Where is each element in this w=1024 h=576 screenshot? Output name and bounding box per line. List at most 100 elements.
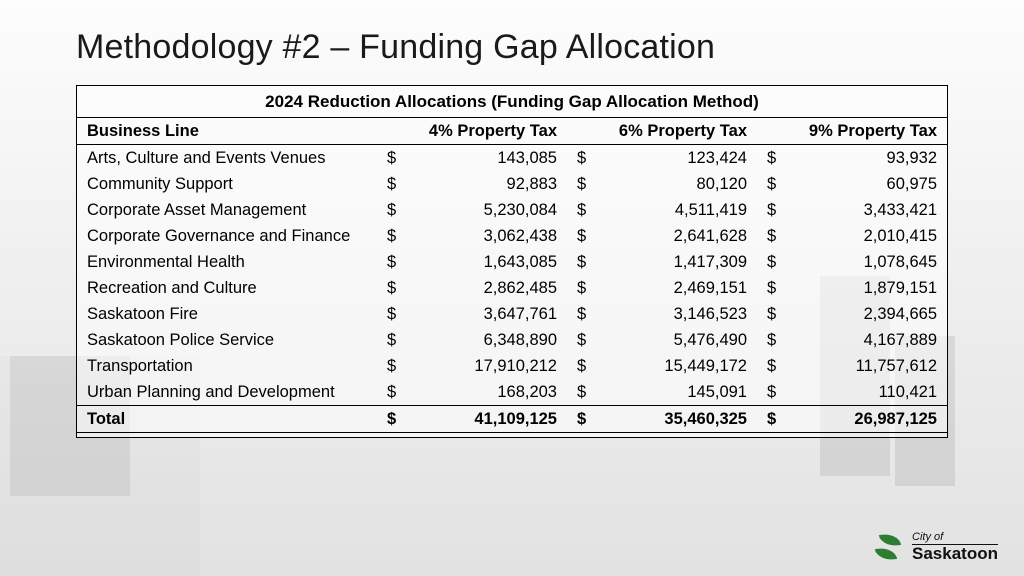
table-caption-row: 2024 Reduction Allocations (Funding Gap … bbox=[77, 86, 947, 118]
row-9pct: 4,167,889 bbox=[779, 327, 947, 353]
brand-logo: City of Saskatoon bbox=[874, 532, 998, 562]
currency-symbol: $ bbox=[757, 327, 779, 353]
row-name: Corporate Asset Management bbox=[77, 197, 377, 223]
row-4pct: 3,647,761 bbox=[399, 301, 567, 327]
currency-symbol: $ bbox=[377, 171, 399, 197]
row-9pct: 11,757,612 bbox=[779, 353, 947, 379]
row-name: Recreation and Culture bbox=[77, 275, 377, 301]
table-row: Transportation$17,910,212$15,449,172$11,… bbox=[77, 353, 947, 379]
row-6pct: 5,476,490 bbox=[589, 327, 757, 353]
currency-symbol: $ bbox=[757, 275, 779, 301]
currency-symbol: $ bbox=[567, 249, 589, 275]
currency-symbol: $ bbox=[567, 327, 589, 353]
currency-symbol: $ bbox=[377, 301, 399, 327]
row-4pct: 143,085 bbox=[399, 145, 567, 172]
row-9pct: 110,421 bbox=[779, 379, 947, 406]
currency-symbol: $ bbox=[377, 145, 399, 172]
col-header-6pct: 6% Property Tax bbox=[589, 118, 757, 145]
row-4pct: 2,862,485 bbox=[399, 275, 567, 301]
currency-symbol: $ bbox=[377, 249, 399, 275]
table-row: Environmental Health$1,643,085$1,417,309… bbox=[77, 249, 947, 275]
col-header-business-line: Business Line bbox=[77, 118, 377, 145]
currency-symbol: $ bbox=[377, 327, 399, 353]
brand-text: City of Saskatoon bbox=[912, 532, 998, 562]
table-bottom-rule bbox=[77, 433, 947, 437]
brand-bottom: Saskatoon bbox=[912, 545, 998, 562]
currency-symbol: $ bbox=[567, 197, 589, 223]
row-name: Environmental Health bbox=[77, 249, 377, 275]
row-6pct: 2,641,628 bbox=[589, 223, 757, 249]
row-4pct: 6,348,890 bbox=[399, 327, 567, 353]
row-name: Urban Planning and Development bbox=[77, 379, 377, 406]
row-4pct: 3,062,438 bbox=[399, 223, 567, 249]
row-9pct: 3,433,421 bbox=[779, 197, 947, 223]
row-4pct: 5,230,084 bbox=[399, 197, 567, 223]
row-9pct: 1,078,645 bbox=[779, 249, 947, 275]
row-name: Saskatoon Fire bbox=[77, 301, 377, 327]
table-row: Arts, Culture and Events Venues$143,085$… bbox=[77, 145, 947, 172]
slide: Methodology #2 – Funding Gap Allocation … bbox=[0, 0, 1024, 576]
table-total-row: Total $ 41,109,125 $ 35,460,325 $ 26,987… bbox=[77, 406, 947, 433]
row-6pct: 4,511,419 bbox=[589, 197, 757, 223]
total-6pct: 35,460,325 bbox=[589, 406, 757, 433]
currency-symbol: $ bbox=[757, 249, 779, 275]
row-6pct: 2,469,151 bbox=[589, 275, 757, 301]
currency-symbol: $ bbox=[377, 275, 399, 301]
currency-symbol: $ bbox=[757, 145, 779, 172]
col-header-4pct: 4% Property Tax bbox=[399, 118, 567, 145]
total-9pct: 26,987,125 bbox=[779, 406, 947, 433]
total-4pct: 41,109,125 bbox=[399, 406, 567, 433]
allocation-table-wrap: 2024 Reduction Allocations (Funding Gap … bbox=[76, 85, 948, 438]
leaf-icon bbox=[874, 533, 904, 561]
currency-symbol: $ bbox=[567, 301, 589, 327]
currency-symbol: $ bbox=[567, 145, 589, 172]
row-6pct: 3,146,523 bbox=[589, 301, 757, 327]
currency-symbol: $ bbox=[567, 223, 589, 249]
row-4pct: 1,643,085 bbox=[399, 249, 567, 275]
table-row: Recreation and Culture$2,862,485$2,469,1… bbox=[77, 275, 947, 301]
row-9pct: 2,010,415 bbox=[779, 223, 947, 249]
row-9pct: 93,932 bbox=[779, 145, 947, 172]
currency-symbol: $ bbox=[757, 301, 779, 327]
currency-symbol: $ bbox=[377, 223, 399, 249]
row-4pct: 168,203 bbox=[399, 379, 567, 406]
table-row: Corporate Asset Management$5,230,084$4,5… bbox=[77, 197, 947, 223]
currency-symbol: $ bbox=[757, 197, 779, 223]
row-name: Transportation bbox=[77, 353, 377, 379]
currency-symbol: $ bbox=[757, 353, 779, 379]
currency-symbol: $ bbox=[377, 406, 399, 433]
col-header-9pct: 9% Property Tax bbox=[779, 118, 947, 145]
table-row: Corporate Governance and Finance$3,062,4… bbox=[77, 223, 947, 249]
currency-symbol: $ bbox=[757, 379, 779, 406]
row-4pct: 17,910,212 bbox=[399, 353, 567, 379]
row-9pct: 1,879,151 bbox=[779, 275, 947, 301]
table-row: Saskatoon Fire$3,647,761$3,146,523$2,394… bbox=[77, 301, 947, 327]
row-9pct: 2,394,665 bbox=[779, 301, 947, 327]
row-6pct: 123,424 bbox=[589, 145, 757, 172]
row-6pct: 145,091 bbox=[589, 379, 757, 406]
row-4pct: 92,883 bbox=[399, 171, 567, 197]
table-row: Community Support$92,883$80,120$60,975 bbox=[77, 171, 947, 197]
currency-symbol: $ bbox=[567, 379, 589, 406]
row-6pct: 80,120 bbox=[589, 171, 757, 197]
currency-symbol: $ bbox=[377, 379, 399, 406]
row-name: Corporate Governance and Finance bbox=[77, 223, 377, 249]
allocation-table: 2024 Reduction Allocations (Funding Gap … bbox=[77, 86, 947, 437]
currency-symbol: $ bbox=[377, 197, 399, 223]
currency-symbol: $ bbox=[757, 171, 779, 197]
row-name: Arts, Culture and Events Venues bbox=[77, 145, 377, 172]
currency-symbol: $ bbox=[377, 353, 399, 379]
currency-symbol: $ bbox=[757, 406, 779, 433]
row-name: Saskatoon Police Service bbox=[77, 327, 377, 353]
row-6pct: 15,449,172 bbox=[589, 353, 757, 379]
row-6pct: 1,417,309 bbox=[589, 249, 757, 275]
currency-symbol: $ bbox=[757, 223, 779, 249]
currency-symbol: $ bbox=[567, 406, 589, 433]
currency-symbol: $ bbox=[567, 353, 589, 379]
currency-symbol: $ bbox=[567, 275, 589, 301]
total-label: Total bbox=[77, 406, 377, 433]
currency-symbol: $ bbox=[567, 171, 589, 197]
table-header-row: Business Line 4% Property Tax 6% Propert… bbox=[77, 118, 947, 145]
table-row: Urban Planning and Development$168,203$1… bbox=[77, 379, 947, 406]
table-caption: 2024 Reduction Allocations (Funding Gap … bbox=[77, 86, 947, 118]
